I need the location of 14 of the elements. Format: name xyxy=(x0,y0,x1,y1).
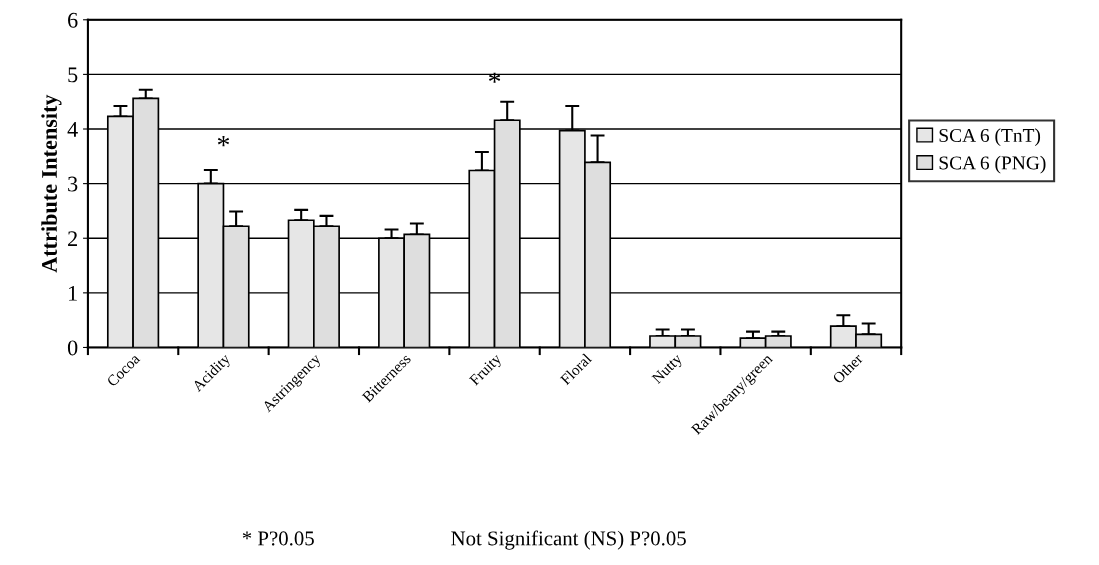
y-tick-label: 4 xyxy=(67,122,78,137)
text: Not Significant (NS) P?0.05 xyxy=(451,530,686,550)
annotation: * xyxy=(488,72,501,83)
annotation: * xyxy=(217,136,230,147)
y-tick-label: 5 xyxy=(68,67,78,83)
y-tick-label: 0 xyxy=(67,340,78,356)
y-tick-label: 2 xyxy=(68,231,77,246)
text: * P?0.05 xyxy=(242,531,314,546)
legend-label: SCA 6 (PNG) xyxy=(939,155,1046,174)
y-tick-label: 3 xyxy=(68,176,78,192)
y-tick-label: 6 xyxy=(68,12,78,28)
y-tick-label: 1 xyxy=(69,285,77,301)
legend-label: SCA 6 (TnT) xyxy=(939,128,1041,146)
y-axis-title: Attribute Intensity xyxy=(41,94,62,273)
